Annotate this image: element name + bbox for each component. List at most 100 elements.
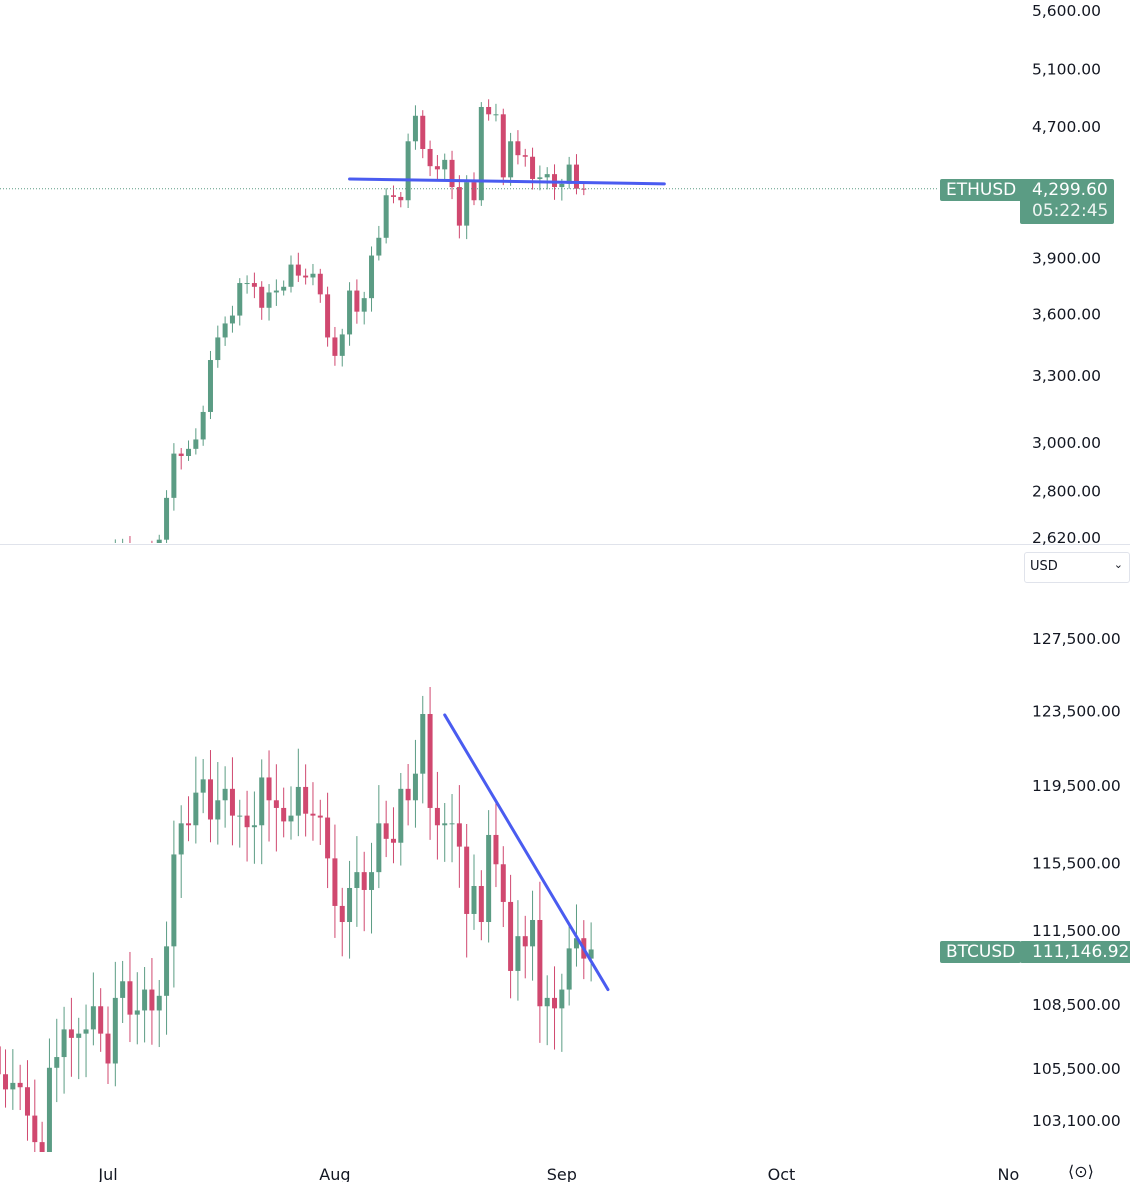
candle-body [47, 596, 52, 651]
eth-price-badge: 4,299.60 05:22:45 [1020, 179, 1115, 224]
candle-body [420, 115, 426, 149]
y-tick-label: 123,500.00 [1032, 702, 1121, 720]
candle-body [215, 800, 221, 820]
candle-body [68, 1029, 74, 1038]
candle-body [530, 919, 536, 947]
candle-body [478, 106, 484, 201]
y-tick-label: 115,500.00 [1032, 854, 1121, 872]
candle-body [259, 777, 265, 826]
candle-body [266, 292, 272, 308]
candle-body [46, 1067, 52, 1152]
candle-body [412, 115, 418, 142]
candle-body [273, 800, 279, 808]
y-tick-label: 2,800.00 [1032, 482, 1101, 500]
y-tick-label: 3,000.00 [1032, 434, 1101, 452]
candle-body [449, 159, 455, 188]
candle-body [515, 141, 521, 156]
candle-body [244, 815, 250, 828]
btc-pane [0, 686, 610, 1152]
candle-body [398, 788, 404, 843]
candle-body [544, 174, 550, 178]
candle-body [405, 788, 411, 801]
x-tick-label: Aug [319, 1165, 350, 1182]
candle-body [295, 786, 301, 816]
candle-body [303, 275, 309, 278]
candle-body [127, 981, 133, 1015]
candle-body [62, 584, 67, 593]
candle-body [508, 141, 514, 178]
candle-body [581, 188, 587, 190]
candle-body [376, 823, 382, 873]
candle-body [120, 981, 126, 998]
eth-countdown: 05:22:45 [1032, 201, 1109, 221]
candle-body [361, 872, 367, 890]
candle-body [259, 286, 265, 308]
candle-body [3, 1074, 9, 1090]
candle-body [164, 946, 170, 996]
candle-body [178, 453, 184, 456]
candle-body [215, 337, 221, 361]
candle-body [537, 919, 543, 1007]
trendline[interactable] [348, 177, 666, 186]
candle-body [90, 1006, 96, 1030]
candle-body [113, 551, 118, 596]
candle-body [193, 439, 199, 449]
candle-body [544, 997, 550, 1007]
candle-body [471, 885, 477, 914]
candle-body [354, 872, 360, 888]
y-tick-label: 2,620.00 [1032, 529, 1101, 547]
candle-body [552, 174, 558, 188]
candle-body [61, 1029, 67, 1058]
candle-body [237, 815, 243, 817]
candle-body [10, 564, 15, 567]
candle-body [24, 1087, 30, 1116]
candle-body [522, 936, 528, 947]
candle-body [288, 815, 294, 822]
candle-body [229, 788, 235, 816]
currency-value: USD [1030, 559, 1058, 574]
candle-body [32, 596, 37, 597]
candle-body [207, 779, 213, 820]
candle-body [449, 823, 455, 825]
candle-body [207, 360, 213, 412]
y-tick-label: 5,100.00 [1032, 61, 1101, 79]
candle-body [40, 596, 45, 651]
candle-body [135, 564, 140, 567]
candle-body [288, 264, 294, 287]
candle-body [588, 949, 594, 959]
candle-body [266, 777, 272, 801]
candle-body [281, 286, 287, 291]
candle-body [325, 817, 331, 859]
candle-body [573, 938, 579, 949]
candle-body [310, 273, 316, 278]
candle-body [222, 323, 228, 338]
candle-body [18, 564, 23, 565]
y-tick-label: 103,100.00 [1032, 1112, 1121, 1130]
currency-select[interactable]: USD ⌄ [1024, 552, 1130, 583]
candle-body [383, 823, 389, 839]
candle-body [471, 182, 477, 201]
candle-body [303, 786, 309, 814]
candle-body [251, 283, 257, 287]
candle-body [200, 779, 206, 793]
eth-symbol-badge: ETHUSD [940, 179, 1023, 201]
candle-body [427, 714, 433, 808]
y-tick-label: 105,500.00 [1032, 1060, 1121, 1078]
candle-body [317, 815, 323, 818]
y-tick-label: 119,500.00 [1032, 777, 1121, 795]
candle-body [17, 1082, 23, 1088]
candle-body [456, 823, 462, 847]
candle-body [0, 556, 1, 562]
candle-body [164, 497, 170, 540]
candle-body [566, 948, 572, 990]
settings-icon[interactable]: ⟨⊙⟩ [1068, 1162, 1094, 1181]
eth-last-price: 4,299.60 [1032, 180, 1108, 200]
candle-body [464, 182, 470, 226]
candle-body [427, 148, 433, 167]
trendline[interactable] [443, 713, 610, 992]
candle-body [32, 1115, 38, 1143]
btc-price-badge: 111,146.92 [1020, 941, 1130, 963]
candle-body [369, 872, 375, 890]
candle-body [376, 237, 382, 256]
